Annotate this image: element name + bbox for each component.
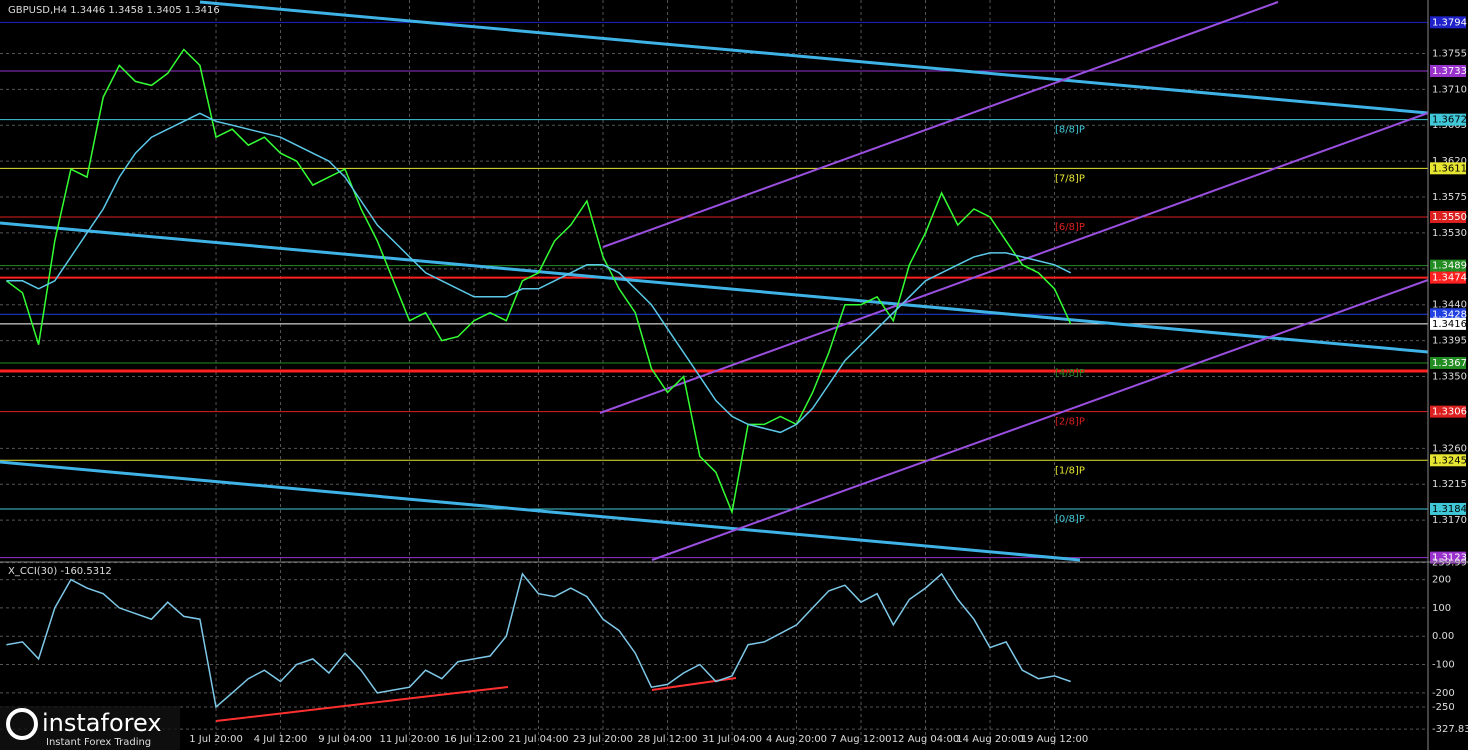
y-tick-label: -327.8320 <box>1432 724 1468 735</box>
y-tick-label: 1.3170 <box>1432 515 1467 526</box>
murrey-label: [8/8]P <box>1055 125 1085 136</box>
level-label-bg <box>1430 317 1466 330</box>
brand: instaforex <box>42 709 162 737</box>
x-tick-label: 4 Jul 12:00 <box>254 734 308 745</box>
trend-lines <box>0 0 1429 562</box>
x-tick-label: 4 Aug 20:00 <box>766 734 827 745</box>
series-line <box>5 48 1072 515</box>
level-label: 1.3489 <box>1432 261 1467 272</box>
divergence-line <box>215 686 509 722</box>
cci-title: X_CCI(30) -160.5312 <box>8 566 112 577</box>
x-tick-label: 31 Jul 04:00 <box>702 734 762 745</box>
x-tick-label: 28 Jul 12:00 <box>638 734 698 745</box>
level-label: 1.3245 <box>1432 455 1467 466</box>
level-label-bg <box>1430 502 1466 515</box>
murrey-label: [7/8]P <box>1055 173 1085 184</box>
plot: 1.3755 1.3710 1.3665 1.3620 1.3575 1.3530 1.34… <box>5 16 1468 745</box>
level-label: 1.3428 <box>1432 309 1467 320</box>
channel-line <box>599 112 1429 414</box>
x-tick-label: 9 Jul 04:00 <box>318 734 372 745</box>
y-tick-label: 0.00 <box>1432 631 1454 642</box>
levels <box>0 21 1428 559</box>
murrey-label: [4/8]P <box>1055 368 1085 379</box>
level-label: 1.3672 <box>1432 115 1467 126</box>
level-label-bg <box>1430 259 1466 272</box>
murrey-label: [2/8]P <box>1055 417 1085 428</box>
watermark: instaforex Instant Forex Trading <box>0 706 180 750</box>
logo <box>6 708 38 740</box>
murrey-label: [6/8]P <box>1055 222 1085 233</box>
y-tick-label: -200 <box>1432 688 1455 699</box>
y-tick-label: 1.3350 <box>1432 372 1467 383</box>
trend-line <box>0 221 1429 354</box>
level-label-bg <box>1430 454 1466 467</box>
y-tick-label: 1.3395 <box>1432 336 1467 347</box>
x-tick-label: 1 Jul 20:00 <box>189 734 243 745</box>
level-label: 1.3416 <box>1432 319 1467 330</box>
level-label: 1.3794 <box>1432 17 1467 28</box>
grid <box>0 0 1428 745</box>
channel-line <box>651 279 1429 561</box>
level-label-bg <box>1430 162 1466 175</box>
level-label: 1.3733 <box>1432 66 1467 77</box>
x-tick-label: 14 Aug 20:00 <box>956 734 1023 745</box>
level-label: 1.3306 <box>1432 407 1467 418</box>
x-tick-label: 11 Jul 20:00 <box>380 734 440 745</box>
level-label-bg <box>1430 64 1466 77</box>
symbol-title: GBPUSD,H4 1.3446 1.3458 1.3405 1.3416 <box>8 5 220 16</box>
series-line <box>6 112 1072 434</box>
level-label: 1.3550 <box>1432 212 1467 223</box>
level-label-bg <box>1430 405 1466 418</box>
y-tick-label: -100 <box>1432 660 1455 671</box>
level-label-bg <box>1430 210 1466 223</box>
y-tick-label: -250 <box>1432 702 1455 713</box>
channel-line <box>602 1 1279 248</box>
y-tick-label: 1.3710 <box>1432 84 1467 95</box>
trend-line <box>0 460 1081 562</box>
series-line <box>6 572 1071 709</box>
y-tick-label: 1.3665 <box>1432 120 1467 131</box>
x-tick-label: 12 Aug 04:00 <box>892 734 959 745</box>
x-tick-label: 16 Jul 12:00 <box>444 734 504 745</box>
level-label-bg <box>1430 271 1466 284</box>
level-label-bg <box>1430 551 1466 564</box>
level-label-bg <box>1430 308 1466 321</box>
y-tick-label: 1.3440 <box>1432 300 1467 311</box>
y-tick-label: 100 <box>1432 603 1451 614</box>
level-label-bg <box>1430 356 1466 369</box>
level-label: 1.3184 <box>1432 504 1467 515</box>
level-label: 1.3367 <box>1432 358 1467 369</box>
tagline: Instant Forex Trading <box>46 737 151 748</box>
murrey-label: [0/8]P <box>1055 514 1085 525</box>
level-label: 1.3123 <box>1432 553 1467 564</box>
x-tick-label: 21 Jul 04:00 <box>509 734 569 745</box>
y-tick-label: 1.3260 <box>1432 443 1467 454</box>
y-tick-label: 259.9969 <box>1432 558 1468 569</box>
x-tick-label: 7 Aug 12:00 <box>830 734 891 745</box>
y-tick-label: 1.3530 <box>1432 228 1467 239</box>
y-tick-label: 1.3575 <box>1432 192 1467 203</box>
y-tick-label: 1.3620 <box>1432 156 1467 167</box>
x-tick-label: 19 Aug 12:00 <box>1021 734 1088 745</box>
y-tick-label: 1.3215 <box>1432 479 1467 490</box>
x-tick-label: 23 Jul 20:00 <box>573 734 633 745</box>
level-label-bg <box>1430 16 1466 29</box>
y-tick-label: 1.3755 <box>1432 48 1467 59</box>
level-label: 1.3611 <box>1432 163 1467 174</box>
channel-lines <box>599 1 1429 561</box>
trend-line <box>199 0 1429 115</box>
murrey-label: [1/8]P <box>1055 465 1085 476</box>
y-tick-label: 200 <box>1432 575 1451 586</box>
level-label: 1.3474 <box>1432 273 1467 284</box>
level-label-bg <box>1430 113 1466 126</box>
